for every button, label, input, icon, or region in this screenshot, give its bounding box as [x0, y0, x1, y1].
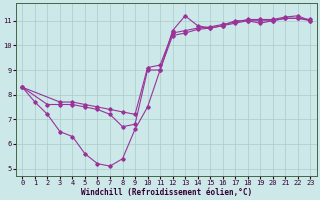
X-axis label: Windchill (Refroidissement éolien,°C): Windchill (Refroidissement éolien,°C) — [81, 188, 252, 197]
